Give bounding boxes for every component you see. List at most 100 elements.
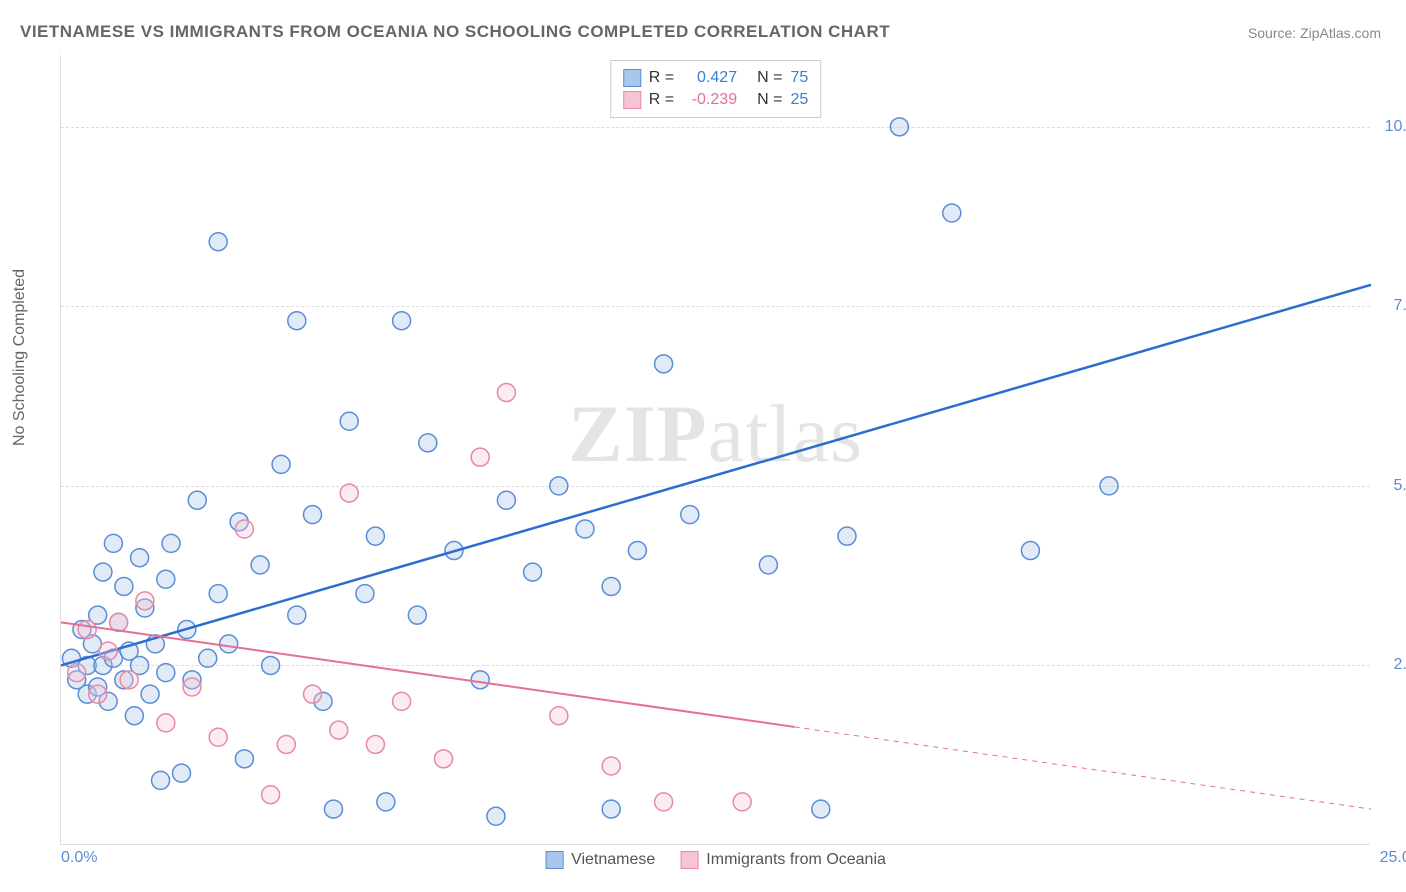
series-label: Immigrants from Oceania bbox=[706, 851, 886, 869]
data-point bbox=[304, 685, 322, 703]
data-point bbox=[524, 563, 542, 581]
r-label: R = bbox=[649, 91, 674, 109]
data-point bbox=[220, 635, 238, 653]
data-point bbox=[487, 807, 505, 825]
r-label: R = bbox=[649, 69, 674, 87]
data-point bbox=[304, 506, 322, 524]
r-value: 0.427 bbox=[682, 69, 737, 87]
x-tick-min: 0.0% bbox=[61, 849, 97, 867]
regression-line bbox=[61, 285, 1371, 666]
data-point bbox=[471, 671, 489, 689]
data-point bbox=[550, 707, 568, 725]
data-point bbox=[136, 592, 154, 610]
legend-swatch bbox=[680, 851, 698, 869]
data-point bbox=[340, 412, 358, 430]
y-tick-label: 7.5% bbox=[1375, 297, 1406, 315]
data-point bbox=[209, 585, 227, 603]
x-tick-max: 25.0% bbox=[1380, 849, 1406, 867]
legend-swatch bbox=[623, 91, 641, 109]
y-tick-label: 2.5% bbox=[1375, 656, 1406, 674]
data-point bbox=[277, 735, 295, 753]
data-point bbox=[120, 671, 138, 689]
data-point bbox=[157, 714, 175, 732]
correlation-legend-row: R = 0.427 N = 75 bbox=[623, 67, 808, 89]
data-point bbox=[1100, 477, 1118, 495]
data-point bbox=[330, 721, 348, 739]
data-point bbox=[78, 621, 96, 639]
data-point bbox=[188, 491, 206, 509]
data-point bbox=[68, 664, 86, 682]
y-tick-label: 5.0% bbox=[1375, 477, 1406, 495]
data-point bbox=[408, 606, 426, 624]
data-point bbox=[183, 678, 201, 696]
correlation-legend-row: R = -0.239 N = 25 bbox=[623, 89, 808, 111]
data-point bbox=[99, 642, 117, 660]
data-point bbox=[733, 793, 751, 811]
chart-title: VIETNAMESE VS IMMIGRANTS FROM OCEANIA NO… bbox=[20, 22, 890, 42]
data-point bbox=[288, 312, 306, 330]
data-point bbox=[110, 613, 128, 631]
series-legend: Vietnamese Immigrants from Oceania bbox=[545, 851, 886, 869]
data-point bbox=[602, 757, 620, 775]
n-label: N = bbox=[757, 91, 782, 109]
data-point bbox=[141, 685, 159, 703]
data-point bbox=[377, 793, 395, 811]
data-point bbox=[471, 448, 489, 466]
data-point bbox=[235, 750, 253, 768]
data-point bbox=[759, 556, 777, 574]
data-point bbox=[104, 534, 122, 552]
data-point bbox=[272, 455, 290, 473]
data-point bbox=[366, 527, 384, 545]
regression-line-dashed bbox=[795, 727, 1371, 809]
source-label: Source: ZipAtlas.com bbox=[1248, 25, 1381, 41]
data-point bbox=[251, 556, 269, 574]
data-point bbox=[162, 534, 180, 552]
data-point bbox=[262, 656, 280, 674]
data-point bbox=[393, 312, 411, 330]
series-legend-item: Immigrants from Oceania bbox=[680, 851, 886, 869]
data-point bbox=[838, 527, 856, 545]
data-point bbox=[497, 384, 515, 402]
correlation-legend: R = 0.427 N = 75 R = -0.239 N = 25 bbox=[610, 60, 821, 118]
plot-area: ZIPatlas 2.5%5.0%7.5%10.0% R =0.427N =75… bbox=[60, 55, 1370, 845]
data-point bbox=[812, 800, 830, 818]
data-point bbox=[943, 204, 961, 222]
data-point bbox=[550, 477, 568, 495]
data-point bbox=[173, 764, 191, 782]
data-point bbox=[262, 786, 280, 804]
data-point bbox=[152, 771, 170, 789]
data-point bbox=[340, 484, 358, 502]
data-point bbox=[356, 585, 374, 603]
data-point bbox=[288, 606, 306, 624]
data-point bbox=[628, 542, 646, 560]
n-label: N = bbox=[757, 69, 782, 87]
data-point bbox=[435, 750, 453, 768]
legend-swatch bbox=[545, 851, 563, 869]
data-point bbox=[209, 728, 227, 746]
data-point bbox=[157, 570, 175, 588]
series-label: Vietnamese bbox=[571, 851, 655, 869]
data-point bbox=[324, 800, 342, 818]
data-point bbox=[602, 577, 620, 595]
y-axis-title: No Schooling Completed bbox=[11, 269, 29, 446]
series-legend-item: Vietnamese bbox=[545, 851, 655, 869]
chart-container: VIETNAMESE VS IMMIGRANTS FROM OCEANIA NO… bbox=[0, 0, 1406, 892]
data-point bbox=[655, 793, 673, 811]
data-point bbox=[1021, 542, 1039, 560]
n-value: 25 bbox=[790, 91, 808, 109]
data-point bbox=[125, 707, 143, 725]
data-point bbox=[94, 563, 112, 581]
data-point bbox=[681, 506, 699, 524]
n-value: 75 bbox=[790, 69, 808, 87]
data-point bbox=[655, 355, 673, 373]
data-point bbox=[235, 520, 253, 538]
data-point bbox=[890, 118, 908, 136]
data-point bbox=[199, 649, 217, 667]
data-point bbox=[602, 800, 620, 818]
data-point bbox=[576, 520, 594, 538]
data-point bbox=[131, 549, 149, 567]
data-point bbox=[115, 577, 133, 595]
data-point bbox=[209, 233, 227, 251]
data-point bbox=[89, 685, 107, 703]
r-value: -0.239 bbox=[682, 91, 737, 109]
